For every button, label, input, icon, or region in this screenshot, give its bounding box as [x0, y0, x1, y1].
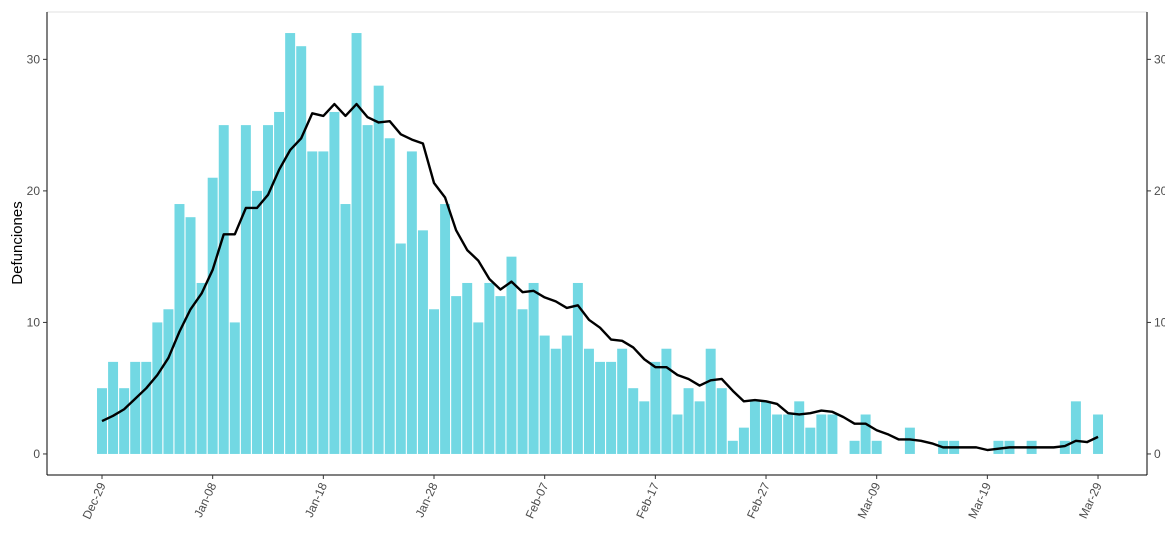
bar [993, 440, 1004, 454]
bar [196, 282, 207, 454]
bar [495, 296, 506, 454]
bar [274, 111, 285, 454]
bar [251, 190, 262, 454]
bar [1093, 414, 1104, 454]
bar [406, 151, 417, 454]
bar [860, 414, 871, 454]
bar [185, 217, 196, 454]
x-tick-label: Jan-28 [413, 480, 441, 519]
bar [595, 361, 605, 454]
bar [561, 335, 572, 454]
y-tick-label: 0 [33, 447, 40, 461]
bar [373, 85, 384, 454]
bar [108, 361, 119, 454]
bar [285, 33, 296, 454]
bar [738, 427, 749, 454]
bar [340, 204, 351, 454]
x-tick-label: Jan-18 [302, 480, 330, 519]
bar [805, 427, 816, 454]
y2-tick-label: 20 [1154, 184, 1165, 198]
bar [827, 414, 838, 454]
bar [384, 138, 395, 454]
bar [550, 348, 561, 454]
x-tick-label: Jan-08 [191, 480, 219, 519]
bar [362, 125, 373, 454]
bar [417, 230, 428, 454]
y2-tick-label: 0 [1154, 447, 1161, 461]
bar [218, 125, 229, 454]
bar [462, 282, 473, 454]
bar [451, 296, 462, 454]
bar [672, 414, 683, 454]
y-tick-label: 30 [27, 52, 41, 66]
bar [1070, 401, 1081, 454]
bar [539, 335, 550, 454]
bar [207, 177, 218, 454]
bar [617, 348, 628, 454]
bar [263, 125, 273, 454]
bar [1059, 440, 1070, 454]
bar [528, 282, 539, 454]
x-tick-label: Mar-19 [965, 480, 994, 521]
y-axis-label: Defunciones [9, 201, 26, 284]
bar [583, 348, 594, 454]
x-tick-label: Dec-29 [80, 480, 109, 521]
bar [506, 256, 517, 454]
bar [904, 427, 915, 454]
bar [606, 361, 617, 454]
bar [229, 322, 240, 454]
bar [683, 388, 694, 454]
bar [329, 111, 340, 454]
bar [296, 46, 307, 454]
bar [783, 414, 794, 454]
bar [141, 361, 152, 454]
bar [119, 388, 130, 454]
bar [816, 414, 827, 454]
bar [661, 348, 672, 454]
bar [130, 361, 141, 454]
x-tick-label: Feb-17 [633, 480, 662, 521]
bar [694, 401, 705, 454]
y2-tick-label: 10 [1154, 315, 1165, 329]
x-tick-label: Feb-07 [523, 480, 552, 521]
bar [473, 322, 484, 454]
y-tick-label: 10 [27, 315, 41, 329]
bar [517, 309, 528, 454]
bar [163, 309, 174, 454]
x-tick-label: Mar-09 [855, 480, 884, 521]
bar [351, 33, 362, 454]
bar [749, 401, 760, 454]
bar [484, 282, 495, 454]
bar [318, 151, 329, 454]
trend-line [101, 102, 1099, 452]
bar [440, 204, 451, 454]
y-tick-label: 20 [27, 184, 41, 198]
bar [307, 151, 318, 454]
bar [395, 243, 406, 454]
bar [628, 388, 639, 454]
y2-tick-label: 30 [1154, 52, 1165, 66]
bar [794, 401, 805, 454]
bar [849, 440, 860, 454]
bar [716, 388, 727, 454]
x-tick-label: Mar-29 [1076, 480, 1105, 521]
bar [240, 125, 251, 454]
bar [705, 348, 716, 454]
bar [572, 282, 583, 454]
bar [650, 361, 661, 454]
bar [152, 322, 163, 454]
bar [761, 401, 772, 454]
bar [429, 309, 439, 454]
bar [639, 401, 650, 454]
bar [727, 440, 738, 454]
x-tick-label: Feb-27 [744, 480, 773, 521]
bar [871, 440, 882, 454]
bar [772, 414, 783, 454]
